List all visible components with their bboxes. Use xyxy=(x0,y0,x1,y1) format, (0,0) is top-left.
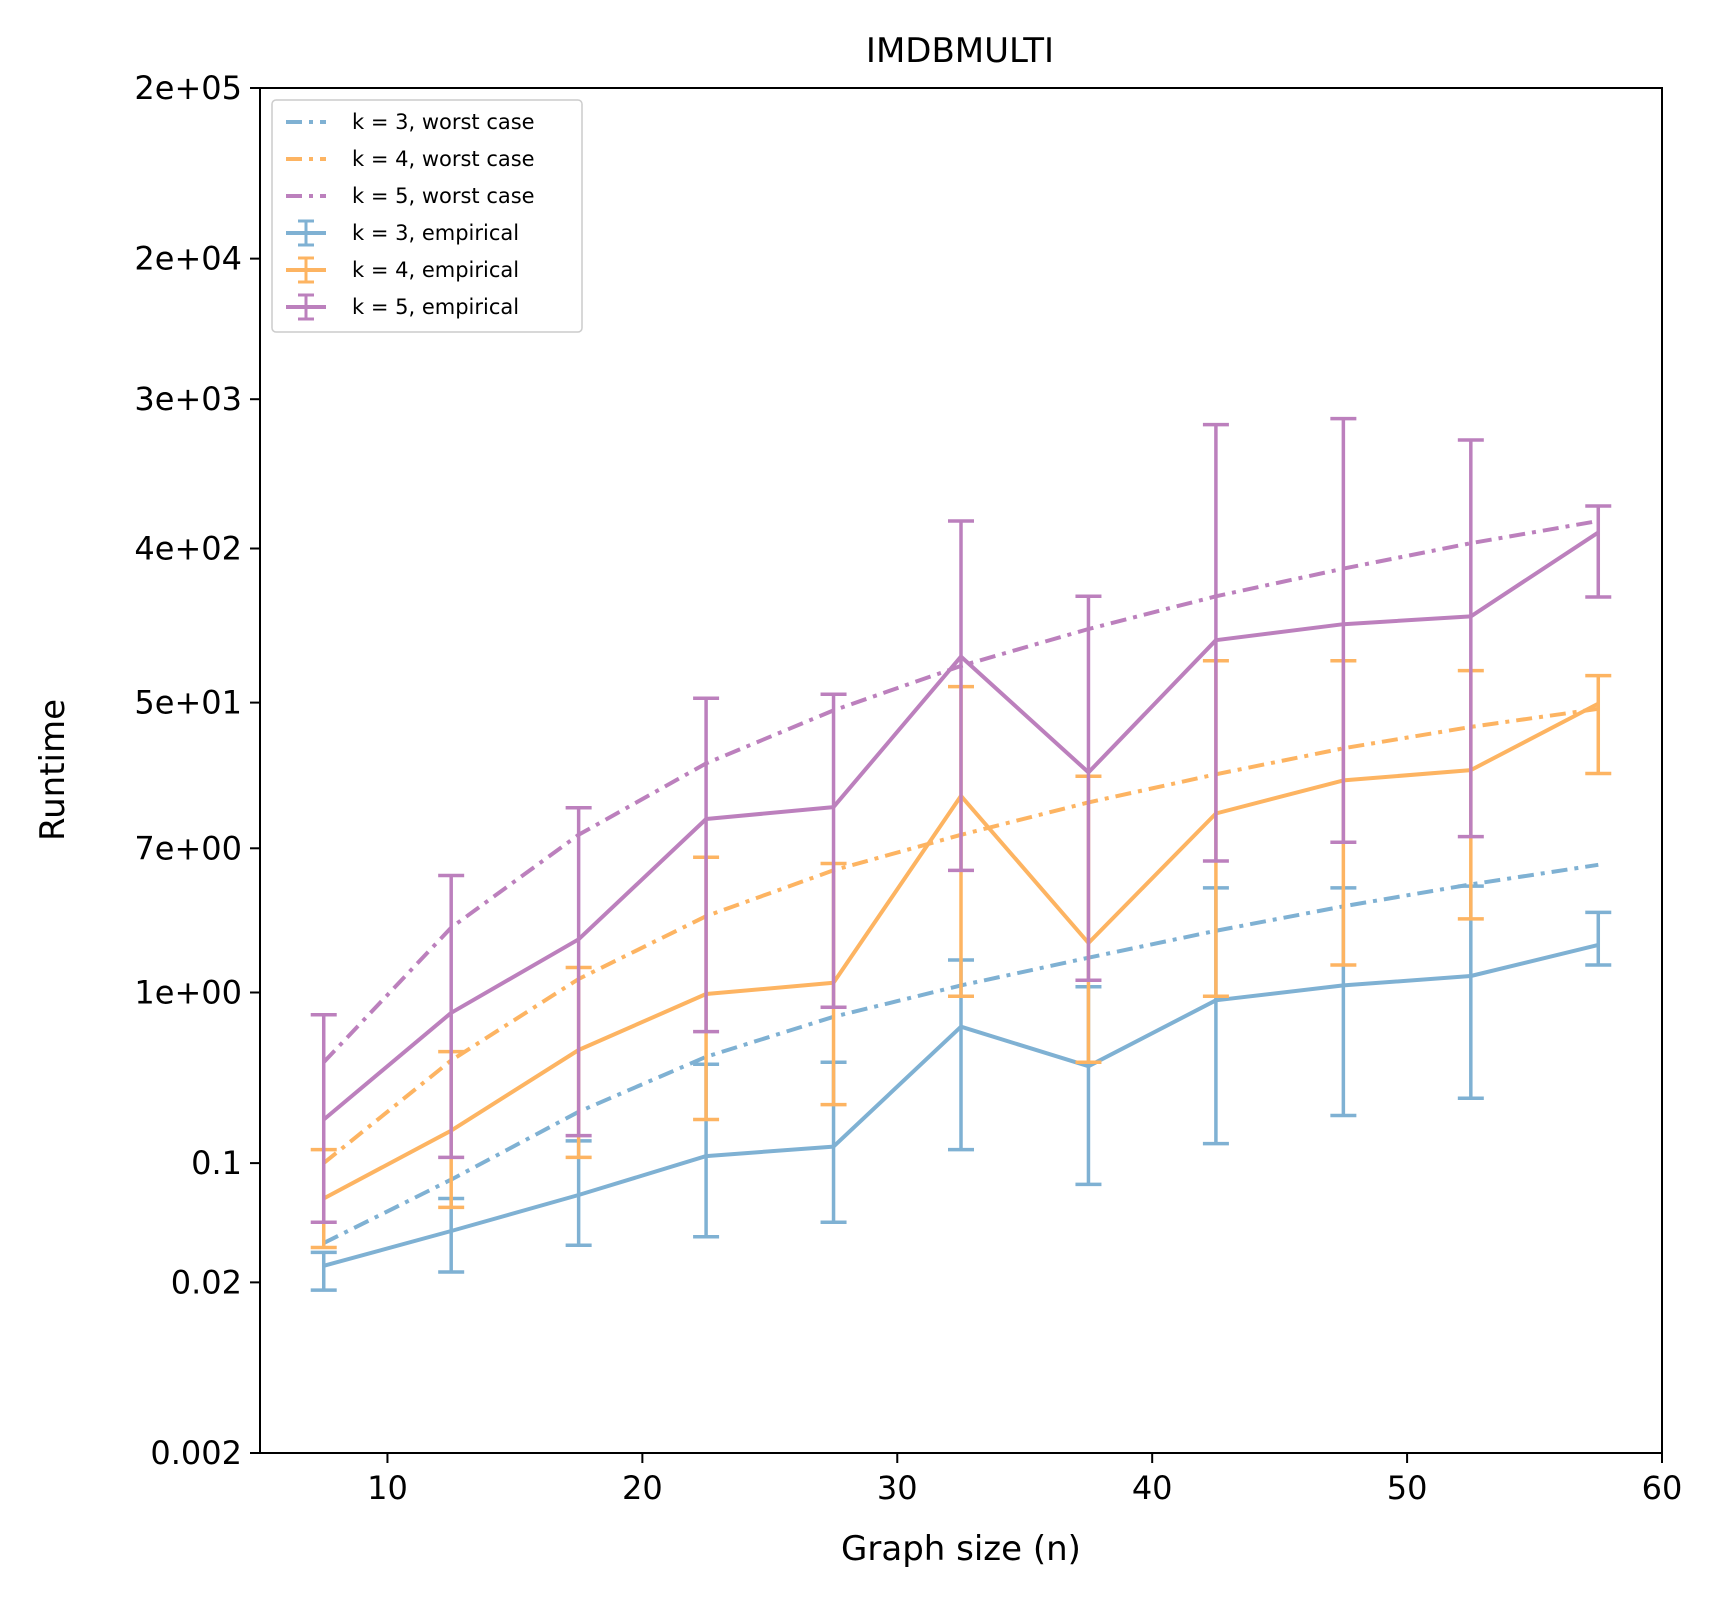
empirical-line xyxy=(322,530,1600,1122)
y-axis: 0.002 0.02 0.1 1e+00 7e+00 5e+01 4e+02 3e+03 2e+… xyxy=(134,69,260,1472)
x-tick-label: 30 xyxy=(877,1469,918,1507)
y-tick-label: 0.1 xyxy=(191,1144,242,1182)
y-tick-label: 7e+00 xyxy=(134,829,242,867)
y-tick-label: 4e+02 xyxy=(134,530,242,568)
x-tick-label: 40 xyxy=(1132,1469,1173,1507)
legend-box xyxy=(271,99,583,333)
x-axis: 10 20 30 40 50 60 xyxy=(367,1453,1682,1507)
y-tick-label: 0.002 xyxy=(150,1434,242,1472)
y-tick-label: 3e+03 xyxy=(134,380,242,418)
plot-frame xyxy=(259,87,1663,1454)
y-axis-label: Runtime xyxy=(33,699,73,841)
y-tick-label: 2e+04 xyxy=(134,240,242,278)
x-tick-label: 10 xyxy=(367,1469,408,1507)
y-tick-label: 5e+01 xyxy=(134,684,242,722)
x-tick-label: 50 xyxy=(1387,1469,1428,1507)
legend: k = 3, worst case k = 4, worst case k = 5,… xyxy=(271,99,583,333)
x-axis-label: Graph size (n) xyxy=(841,1529,1081,1569)
legend-label: k = 4, worst case xyxy=(352,147,535,171)
empirical-line xyxy=(323,942,1599,1268)
y-tick-label: 2e+05 xyxy=(134,69,242,107)
x-tick-label: 60 xyxy=(1642,1469,1683,1507)
x-tick-label: 20 xyxy=(622,1469,663,1507)
plot-content xyxy=(310,416,1612,1292)
legend-label: k = 4, empirical xyxy=(352,258,519,282)
legend-label: k = 3, worst case xyxy=(352,110,535,134)
y-tick-label: 0.02 xyxy=(171,1263,242,1301)
legend-label: k = 3, empirical xyxy=(352,221,519,245)
chart-title: IMDBMULTI xyxy=(866,31,1054,71)
legend-label: k = 5, worst case xyxy=(352,184,535,208)
y-tick-label: 1e+00 xyxy=(134,973,242,1011)
legend-label: k = 5, empirical xyxy=(352,295,519,319)
